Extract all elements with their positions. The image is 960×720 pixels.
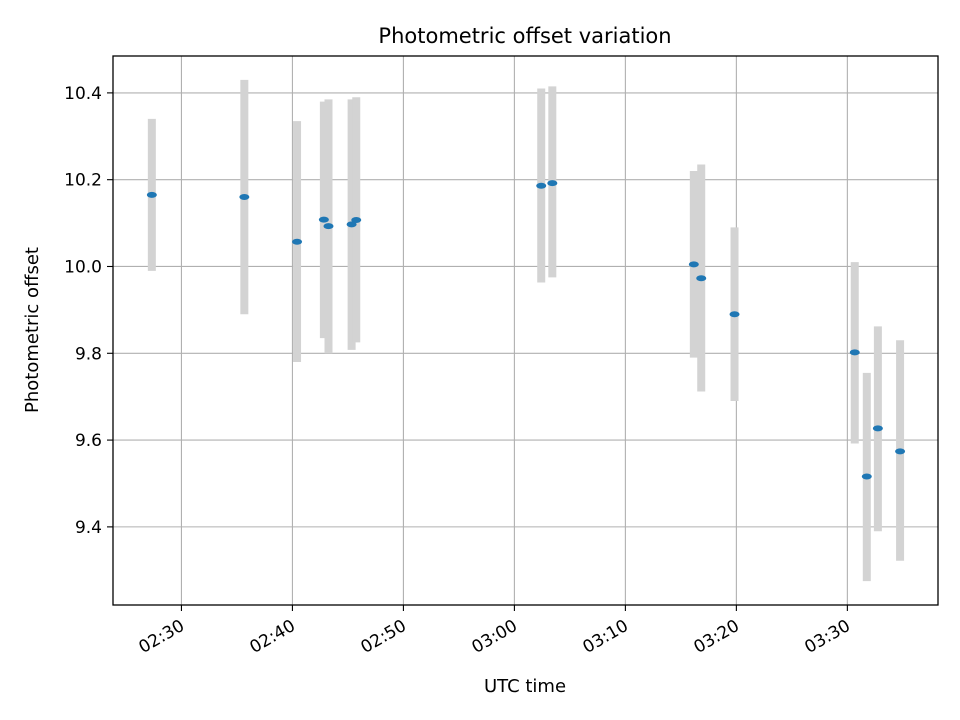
y-tick-label: 10.0 [64, 257, 102, 277]
data-point [849, 349, 860, 356]
plot-frame [112, 55, 939, 606]
x-axis-label: UTC time [484, 676, 566, 697]
y-tick-label: 10.2 [64, 171, 102, 191]
data-point [323, 223, 334, 230]
data-points [146, 180, 906, 480]
data-point [861, 473, 872, 480]
y-tick-label: 9.6 [75, 431, 102, 451]
data-point [536, 182, 547, 189]
data-point [895, 448, 906, 455]
data-point [872, 425, 883, 432]
y-tick-label: 9.8 [75, 344, 102, 364]
chart-title: Photometric offset variation [378, 24, 671, 48]
data-point [688, 261, 699, 268]
data-point [239, 194, 250, 201]
data-point [346, 221, 357, 228]
data-point [318, 216, 329, 223]
data-point [146, 191, 157, 198]
y-axis-label: Photometric offset [22, 247, 43, 413]
y-tick-label: 10.4 [64, 84, 102, 104]
data-point [547, 180, 558, 187]
data-point [729, 311, 740, 318]
y-tick-label: 9.4 [75, 518, 102, 538]
data-point [696, 275, 707, 282]
data-point [351, 217, 362, 224]
y-axis: 9.4 9.6 9.8 10.0 10.2 10.4 [64, 84, 113, 538]
data-point [292, 238, 303, 245]
